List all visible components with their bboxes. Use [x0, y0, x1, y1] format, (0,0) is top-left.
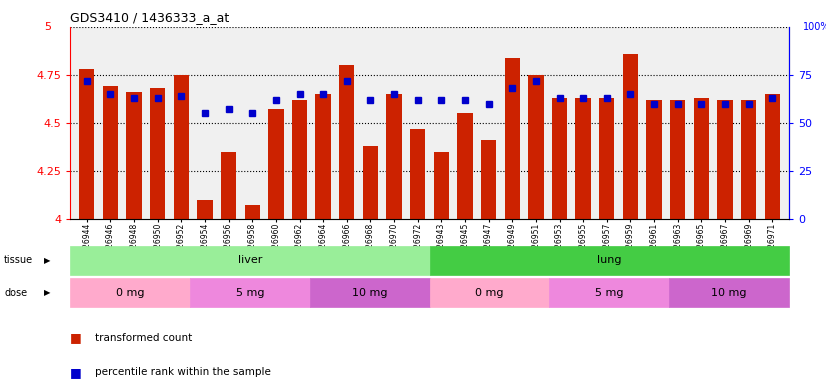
Bar — [268, 109, 283, 219]
Text: liver: liver — [238, 255, 262, 265]
Bar — [102, 86, 118, 219]
Text: 5: 5 — [45, 22, 51, 32]
Bar — [430, 246, 789, 275]
Bar — [505, 58, 520, 219]
Text: 5 mg: 5 mg — [235, 288, 264, 298]
Bar — [552, 98, 567, 219]
Text: 100%: 100% — [803, 22, 826, 32]
Bar — [599, 98, 615, 219]
Text: lung: lung — [597, 255, 621, 265]
Bar — [221, 152, 236, 219]
Bar — [387, 94, 401, 219]
Bar — [717, 100, 733, 219]
Bar — [150, 88, 165, 219]
Text: 0 mg: 0 mg — [475, 288, 504, 298]
Text: 10 mg: 10 mg — [711, 288, 747, 298]
Text: ▶: ▶ — [44, 256, 50, 265]
Bar — [434, 152, 449, 219]
Bar — [430, 278, 549, 307]
Text: ■: ■ — [70, 366, 82, 379]
Text: dose: dose — [4, 288, 27, 298]
Bar — [197, 200, 212, 219]
Bar — [741, 100, 757, 219]
Bar — [244, 205, 260, 219]
Bar — [70, 278, 190, 307]
Bar — [669, 278, 789, 307]
Text: ▶: ▶ — [44, 288, 50, 297]
Bar — [190, 278, 310, 307]
Bar — [528, 75, 544, 219]
Text: tissue: tissue — [4, 255, 33, 265]
Bar — [481, 140, 496, 219]
Bar — [576, 98, 591, 219]
Bar — [410, 129, 425, 219]
Bar — [647, 100, 662, 219]
Bar — [316, 94, 331, 219]
Bar — [549, 278, 669, 307]
Bar — [670, 100, 686, 219]
Bar — [363, 146, 378, 219]
Bar — [173, 75, 189, 219]
Text: GDS3410 / 1436333_a_at: GDS3410 / 1436333_a_at — [70, 12, 230, 25]
Bar — [765, 94, 780, 219]
Bar — [458, 113, 472, 219]
Bar — [339, 65, 354, 219]
Bar — [126, 92, 142, 219]
Bar — [292, 100, 307, 219]
Bar — [79, 69, 94, 219]
Text: percentile rank within the sample: percentile rank within the sample — [95, 367, 271, 377]
Bar — [310, 278, 430, 307]
Bar — [694, 98, 709, 219]
Text: 10 mg: 10 mg — [352, 288, 387, 298]
Text: transformed count: transformed count — [95, 333, 192, 343]
Bar — [623, 54, 638, 219]
Bar — [70, 246, 430, 275]
Text: 5 mg: 5 mg — [595, 288, 624, 298]
Text: 0 mg: 0 mg — [116, 288, 145, 298]
Text: ■: ■ — [70, 331, 82, 344]
